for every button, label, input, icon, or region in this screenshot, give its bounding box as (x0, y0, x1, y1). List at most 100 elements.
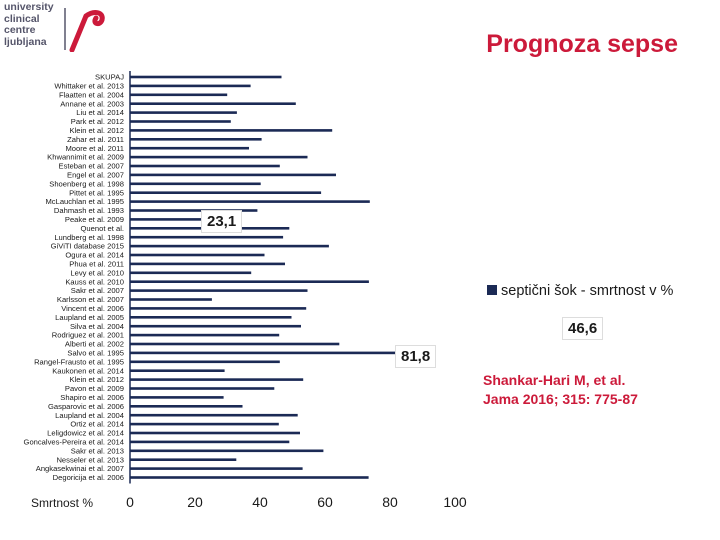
bar (130, 155, 308, 159)
category-label: Peake et al. 2009 (65, 215, 124, 224)
logo-text: university clinical centre ljubljana (4, 1, 54, 48)
category-label: Sakr et al. 2007 (71, 286, 124, 295)
category-label: Kauss et al. 2010 (65, 277, 124, 286)
bar (130, 396, 224, 399)
bar (130, 253, 265, 257)
reference-line-2: Jama 2016; 315: 775-87 (483, 391, 638, 407)
legend-swatch (487, 285, 497, 295)
category-label: Alberti et al. 2002 (65, 340, 124, 349)
category-label: Levy et al. 2010 (70, 268, 124, 277)
category-label: Khwannimit et al. 2009 (47, 153, 124, 162)
bar (130, 146, 249, 150)
bar (130, 422, 279, 426)
category-label: Angkasekwinai et al. 2007 (36, 464, 124, 473)
legend-label: septični šok - smrtnost v % (501, 283, 674, 299)
bar (130, 111, 237, 114)
bar (130, 449, 324, 453)
category-label: Shoenberg et al. 1998 (49, 179, 124, 188)
ukc-logo: university clinical centre ljubljana (4, 1, 110, 58)
category-label: Sakr et al. 2013 (71, 446, 124, 455)
x-tick-label: 20 (187, 494, 203, 510)
bar (130, 405, 243, 408)
x-tick-label: 40 (252, 494, 268, 510)
ukc-logo-mark-icon (64, 8, 105, 52)
reference-line-1: Shankar-Hari M, et al. (483, 372, 626, 388)
category-label: Phua et al. 2011 (69, 260, 124, 269)
bar (130, 102, 296, 105)
category-label: Zahar et al. 2011 (67, 135, 124, 144)
page-title: Prognoza sepse (486, 30, 678, 58)
bar (130, 84, 251, 88)
category-label: Ogura et al. 2014 (65, 251, 124, 260)
category-label: Rangel-Frausto et al. 1995 (34, 357, 124, 366)
category-label: Ortiz et al. 2014 (70, 420, 124, 429)
bar (130, 440, 290, 444)
category-label: Klein et al. 2012 (70, 375, 124, 384)
category-label: Engel et al. 2007 (67, 171, 124, 180)
x-tick-label: 0 (126, 494, 134, 510)
bar (130, 164, 280, 168)
bar (130, 413, 298, 417)
bar (130, 209, 258, 212)
bar (130, 235, 284, 239)
bar (130, 75, 282, 79)
category-label: Quenot et al. (81, 224, 124, 233)
bar (130, 342, 340, 346)
category-label: Nesseler et al. 2013 (56, 455, 124, 464)
bar (130, 333, 280, 337)
category-label: Rodriguez et al. 2001 (52, 331, 124, 340)
bar (130, 458, 237, 461)
bar (130, 324, 301, 328)
callout-total: 46,6 (562, 317, 604, 340)
bar (130, 173, 336, 177)
category-label: Pittet et al. 1995 (69, 188, 124, 197)
category-label: Leligdowicz et al. 2014 (47, 429, 124, 438)
category-label: Pavon et al. 2009 (65, 384, 124, 393)
bar (130, 129, 333, 132)
bar (130, 280, 369, 283)
bar (130, 200, 370, 203)
bar (130, 387, 275, 390)
category-label: Salvo et al. 1995 (67, 349, 124, 358)
category-label: Klein et al. 2012 (70, 126, 124, 135)
x-tick-label: 60 (317, 494, 333, 510)
category-label: Liu et al. 2014 (76, 108, 124, 117)
bar (130, 271, 252, 275)
x-tick-label: 80 (382, 494, 398, 510)
category-label: Kaukonen et al. 2014 (52, 366, 124, 375)
bar (130, 467, 303, 470)
category-label: Lundberg et al. 1998 (54, 233, 124, 242)
category-label: Degoricija et al. 2006 (53, 473, 124, 482)
category-label: SKUPAJ (95, 73, 124, 82)
category-label: Goncalves-Pereira et al. 2014 (24, 438, 124, 447)
bar (130, 120, 231, 123)
bar (130, 378, 304, 381)
callout-max: 81,8 (395, 345, 437, 368)
chart-legend: septični šok - smrtnost v % (487, 283, 673, 299)
category-label: Silva et al. 2004 (70, 322, 124, 331)
callout-peake: 23,1 (201, 210, 243, 233)
bar (130, 369, 225, 372)
bar (130, 289, 308, 292)
category-label: Vincent et al. 2006 (61, 304, 124, 313)
bar (130, 476, 369, 479)
x-tick-labels-group: 0 20 40 60 80 100 (126, 494, 467, 510)
category-label: Dahmash et al. 1993 (54, 206, 124, 215)
category-label: Flaatten et al. 2004 (59, 90, 124, 99)
bar (130, 262, 285, 266)
category-label: GiViTI database 2015 (51, 242, 124, 251)
category-label: Laupland et al. 2005 (55, 313, 124, 322)
bar (130, 244, 329, 248)
bar (130, 307, 307, 310)
bar (130, 182, 261, 186)
category-label: Moore et al. 2011 (65, 144, 124, 153)
x-tick-label: 100 (443, 494, 467, 510)
category-label: Laupland et al. 2004 (55, 411, 124, 420)
bar (130, 431, 300, 435)
bar (130, 298, 212, 301)
x-axis-label: Smrtnost % (31, 496, 93, 510)
bar (130, 351, 396, 355)
category-label: McLauchlan et al. 1995 (45, 197, 124, 206)
